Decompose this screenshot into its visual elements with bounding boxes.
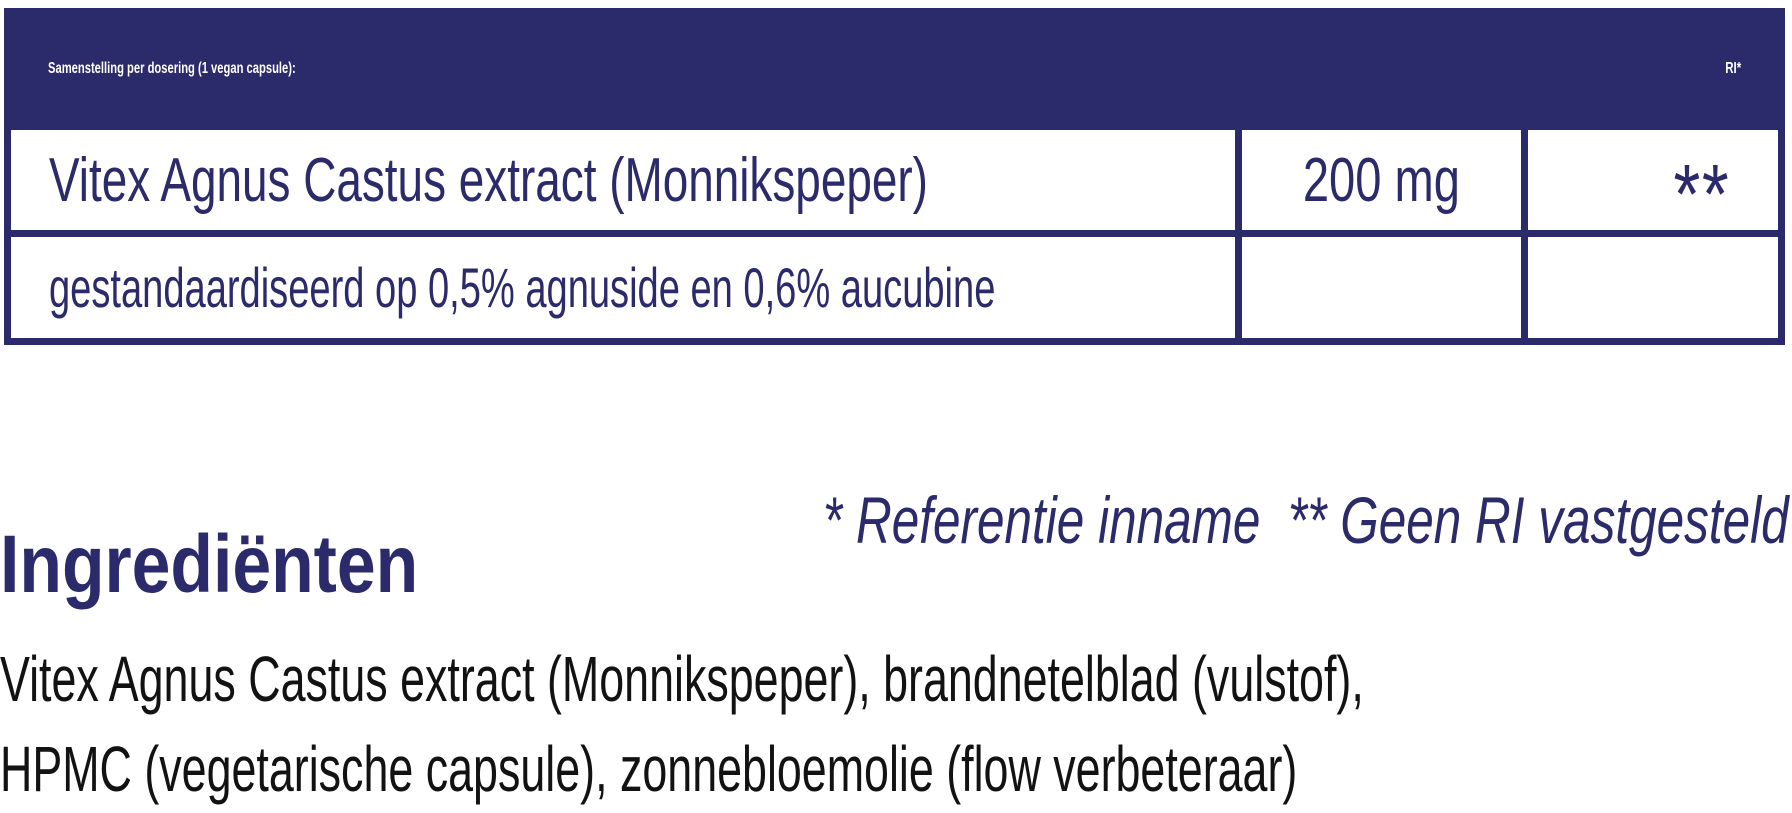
composition-panel: Samenstelling per dosering (1 vegan caps…: [4, 8, 1785, 345]
composition-table-header: Samenstelling per dosering (1 vegan caps…: [4, 8, 1785, 130]
ri-column-label: RI*: [1724, 60, 1741, 77]
nutrient-name: Vitex Agnus Castus extract (Monnikspeper…: [49, 145, 928, 215]
standardization-note-cell: gestandaardiseerd op 0,5% agnuside en 0,…: [11, 237, 1235, 338]
reference-intake-footnote: * Referentie inname ** Geen RI vastgeste…: [428, 396, 1789, 644]
ingredients-text: Vitex Agnus Castus extract (Monnikspeper…: [0, 634, 1792, 813]
standardization-note: gestandaardiseerd op 0,5% agnuside en 0,…: [49, 256, 996, 319]
ingredients-heading: Ingrediënten: [0, 524, 492, 606]
reference-intake-footnote-text: * Referentie inname ** Geen RI vastgeste…: [823, 482, 1789, 557]
empty-ri-cell: [1528, 237, 1778, 338]
nutrient-ri-cell: **: [1528, 130, 1778, 230]
nutrient-amount-cell: 200 mg: [1242, 130, 1521, 230]
ingredients-line-1-text: Vitex Agnus Castus extract (Monnikspeper…: [0, 643, 1364, 715]
empty-amount-cell: [1242, 237, 1521, 338]
composition-title: Samenstelling per dosering (1 vegan caps…: [48, 60, 296, 77]
ingredients-line-2-text: HPMC (vegetarische capsule), zonnebloemo…: [0, 733, 1298, 805]
ingredients-heading-text: Ingrediënten: [0, 519, 419, 610]
ingredients-line: HPMC (vegetarische capsule), zonnebloemo…: [0, 724, 1792, 813]
nutrient-amount: 200 mg: [1302, 145, 1461, 215]
ingredients-line: Vitex Agnus Castus extract (Monnikspeper…: [0, 634, 1792, 724]
nutrient-name-cell: Vitex Agnus Castus extract (Monnikspeper…: [11, 130, 1235, 230]
nutrient-ri-value: **: [1673, 146, 1730, 231]
composition-table: Vitex Agnus Castus extract (Monnikspeper…: [4, 130, 1785, 345]
